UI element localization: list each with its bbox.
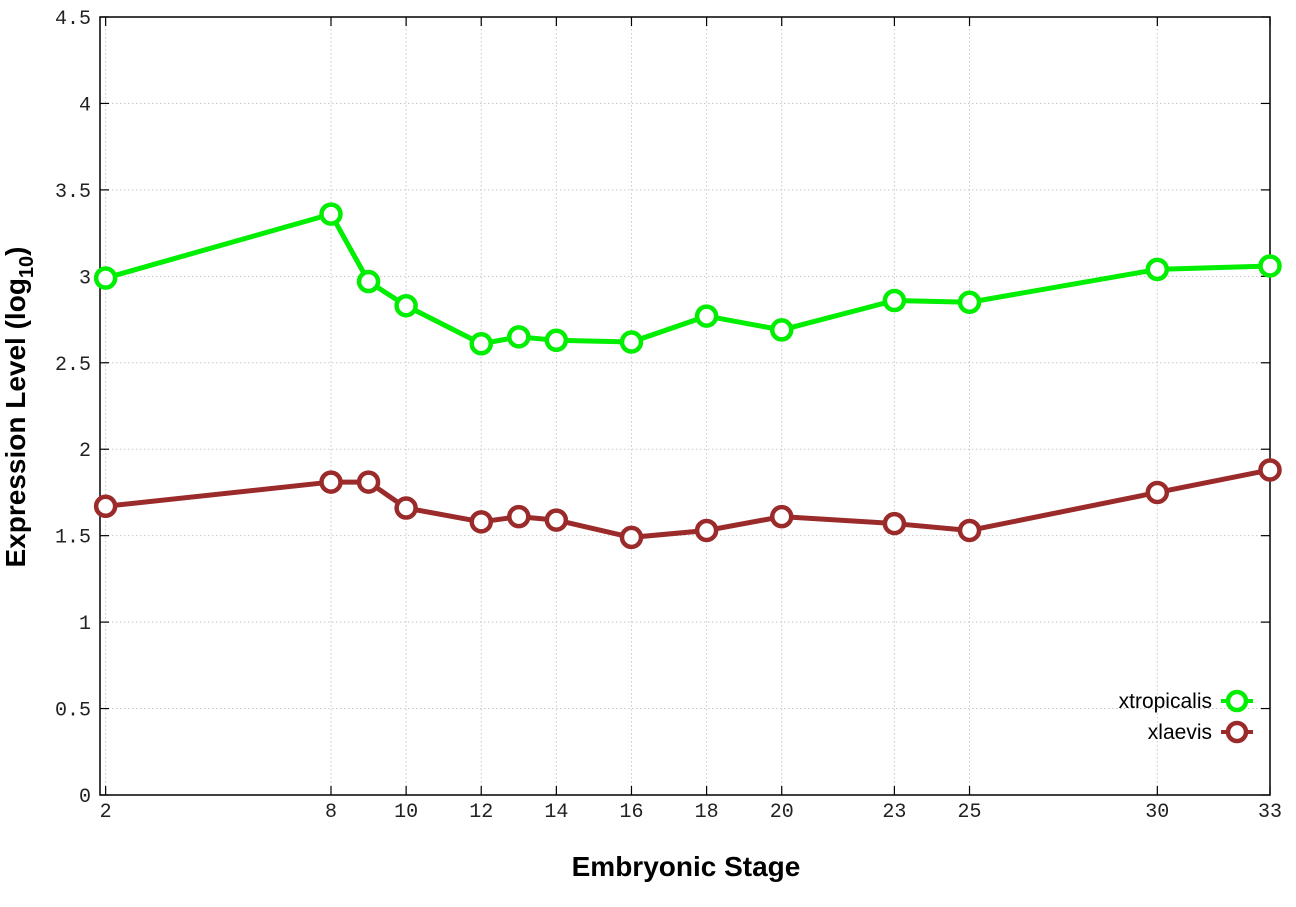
data-point-xlaevis xyxy=(319,470,343,494)
x-tick-label: 8 xyxy=(325,801,337,824)
data-point-xlaevis xyxy=(619,525,644,550)
data-point-xtropicalis xyxy=(957,290,982,315)
legend-label-xtropicalis: xtropicalis xyxy=(1119,690,1212,713)
y-tick-label: 0 xyxy=(79,786,91,809)
data-point-xlaevis xyxy=(1258,458,1282,482)
x-tick-label: 2 xyxy=(100,801,112,824)
legend-label-xlaevis: xlaevis xyxy=(1148,721,1212,744)
legend-item-xlaevis: xlaevis xyxy=(1148,720,1253,744)
data-point-xtropicalis xyxy=(1258,254,1282,278)
x-tick-label: 20 xyxy=(770,801,794,824)
series-xtropicalis xyxy=(93,202,1282,356)
plot-frame xyxy=(99,16,1271,796)
y-axis-title-subscript: 10 xyxy=(16,256,38,278)
legend-item-xtropicalis: xtropicalis xyxy=(1119,689,1253,713)
data-point-xtropicalis xyxy=(356,269,381,294)
x-axis-title: Embryonic Stage xyxy=(572,851,801,882)
x-tick-label: 16 xyxy=(619,801,643,824)
series-xlaevis xyxy=(93,458,1282,550)
data-point-xlaevis xyxy=(544,508,569,532)
series-line-xtropicalis xyxy=(104,211,1271,347)
data-point-xtropicalis xyxy=(1145,257,1170,282)
x-tick-label: 23 xyxy=(882,801,906,824)
y-axis-title-close: ) xyxy=(0,247,31,256)
x-tick-label: 25 xyxy=(958,801,982,824)
data-point-xlaevis xyxy=(394,496,418,520)
data-point-xlaevis xyxy=(507,504,531,529)
data-point-xtropicalis xyxy=(93,266,118,290)
x-tick-label: 33 xyxy=(1258,801,1282,824)
data-point-xtropicalis xyxy=(619,330,644,354)
y-axis-title-main: Expression Level (log xyxy=(0,278,31,567)
data-point-xlaevis xyxy=(93,494,118,519)
data-point-xlaevis xyxy=(882,511,907,536)
data-point-xlaevis xyxy=(769,504,794,529)
x-tick-label: 30 xyxy=(1145,801,1169,824)
data-point-xlaevis xyxy=(957,518,982,543)
axis-ticks: 0 0.5 1 1.5 2 2.5 3 3.5 4 4.5 2 8 10 12 14 16 18 20 23 25 30… xyxy=(55,8,1282,824)
data-point-xtropicalis xyxy=(694,304,719,328)
y-tick-label: 3 xyxy=(79,267,91,290)
data-point-xlaevis xyxy=(356,470,381,494)
series-line-xlaevis xyxy=(105,467,1271,540)
y-tick-label: 1 xyxy=(79,613,91,636)
y-tick-label: 2.5 xyxy=(55,354,91,377)
data-point-xtropicalis xyxy=(769,318,794,342)
data-point-xtropicalis xyxy=(507,325,531,349)
legend: xtropicalis xlaevis xyxy=(1119,689,1253,744)
y-tick-label: 2 xyxy=(79,440,91,463)
data-point-xlaevis xyxy=(469,510,493,534)
data-point-xtropicalis xyxy=(319,202,343,226)
grid-lines xyxy=(100,17,1270,795)
y-tick-label: 4 xyxy=(79,94,91,117)
legend-marker-xtropicalis xyxy=(1225,689,1249,713)
legend-marker-xlaevis xyxy=(1225,720,1249,744)
series-layer xyxy=(93,202,1282,550)
y-tick-label: 3.5 xyxy=(55,181,91,204)
y-tick-label: 4.5 xyxy=(55,8,91,31)
data-point-xlaevis xyxy=(694,518,719,543)
data-point-xtropicalis xyxy=(882,288,907,313)
data-point-xlaevis xyxy=(1145,480,1170,505)
data-point-xtropicalis xyxy=(469,332,493,356)
data-point-xtropicalis xyxy=(544,328,569,353)
x-tick-label: 18 xyxy=(695,801,719,824)
x-tick-label: 10 xyxy=(394,801,418,824)
x-tick-label: 12 xyxy=(469,801,493,824)
x-tick-label: 14 xyxy=(544,801,568,824)
y-tick-label: 0.5 xyxy=(55,700,91,723)
data-point-xtropicalis xyxy=(394,293,418,318)
y-tick-label: 1.5 xyxy=(55,527,91,550)
y-axis-title: Expression Level (log10) xyxy=(0,247,38,568)
